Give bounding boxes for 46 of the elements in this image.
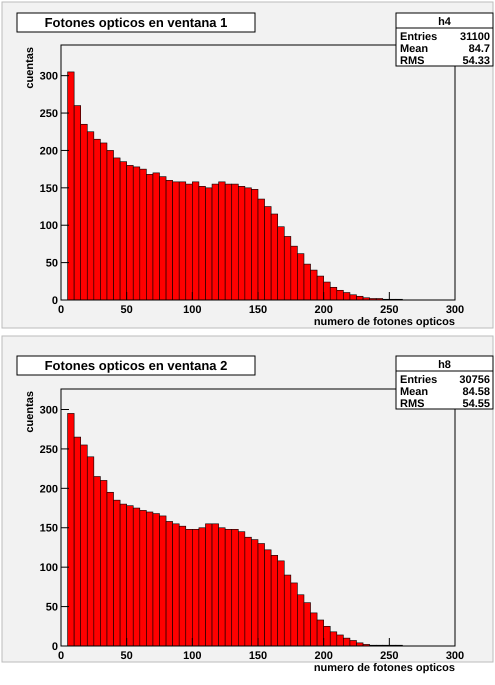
annotation: RMS (400, 55, 424, 67)
y-tick-label: 250 (40, 444, 58, 456)
text: 31100 (460, 31, 490, 43)
annotation: Mean (400, 386, 428, 398)
x-tick-label: 250 (380, 304, 399, 316)
x-tick-label: 100 (183, 304, 202, 316)
x-axis-title: numero de fotones opticos (314, 662, 455, 674)
y-tick-label: 150 (40, 182, 58, 195)
y-tick-label: 100 (40, 220, 58, 232)
text: 30756 (459, 374, 490, 386)
y-tick-label: 100 (40, 562, 58, 574)
x-tick-label: 300 (446, 304, 464, 316)
x-axis-title: numero de fotones opticos (314, 316, 455, 328)
text: h4 (438, 16, 452, 28)
y-tick-label: 0 (52, 295, 58, 307)
y-tick-label: 300 (40, 404, 58, 416)
y-tick-label: 0 (52, 641, 58, 653)
y-axis-title: cuentas (24, 47, 36, 89)
y-tick-label: 50 (46, 258, 58, 270)
x-tick-label: 200 (314, 650, 333, 662)
y-tick-label: 300 (40, 70, 58, 83)
x-tick-label: 150 (248, 650, 268, 662)
text: 84.58 (462, 386, 490, 398)
chart-title: Fotones opticos en ventana 1 (44, 15, 228, 30)
x-tick-label: 50 (120, 650, 133, 662)
annotation: RMS (400, 398, 424, 410)
text: h8 (438, 359, 451, 371)
y-tick-label: 200 (40, 483, 58, 496)
x-tick-label: 100 (183, 650, 202, 662)
text: 54.55 (462, 398, 490, 410)
y-tick-label: 200 (40, 145, 58, 158)
annotation: Mean (400, 43, 428, 55)
y-axis-title: cuentas (24, 391, 36, 433)
text: Entries (400, 374, 438, 386)
chart-title: Fotones opticos en ventana 2 (44, 358, 228, 373)
x-tick-label: 150 (248, 304, 268, 316)
text: 84.7 (468, 43, 490, 55)
y-tick-label: 250 (40, 108, 58, 120)
x-tick-label: 300 (446, 650, 464, 662)
text: 54.33 (462, 55, 490, 67)
x-tick-label: 250 (380, 650, 399, 662)
x-tick-label: 50 (120, 304, 133, 316)
y-tick-label: 150 (40, 522, 58, 535)
x-tick-label: 200 (314, 304, 333, 316)
y-tick-label: 50 (46, 602, 58, 614)
text: Entries (400, 31, 438, 43)
